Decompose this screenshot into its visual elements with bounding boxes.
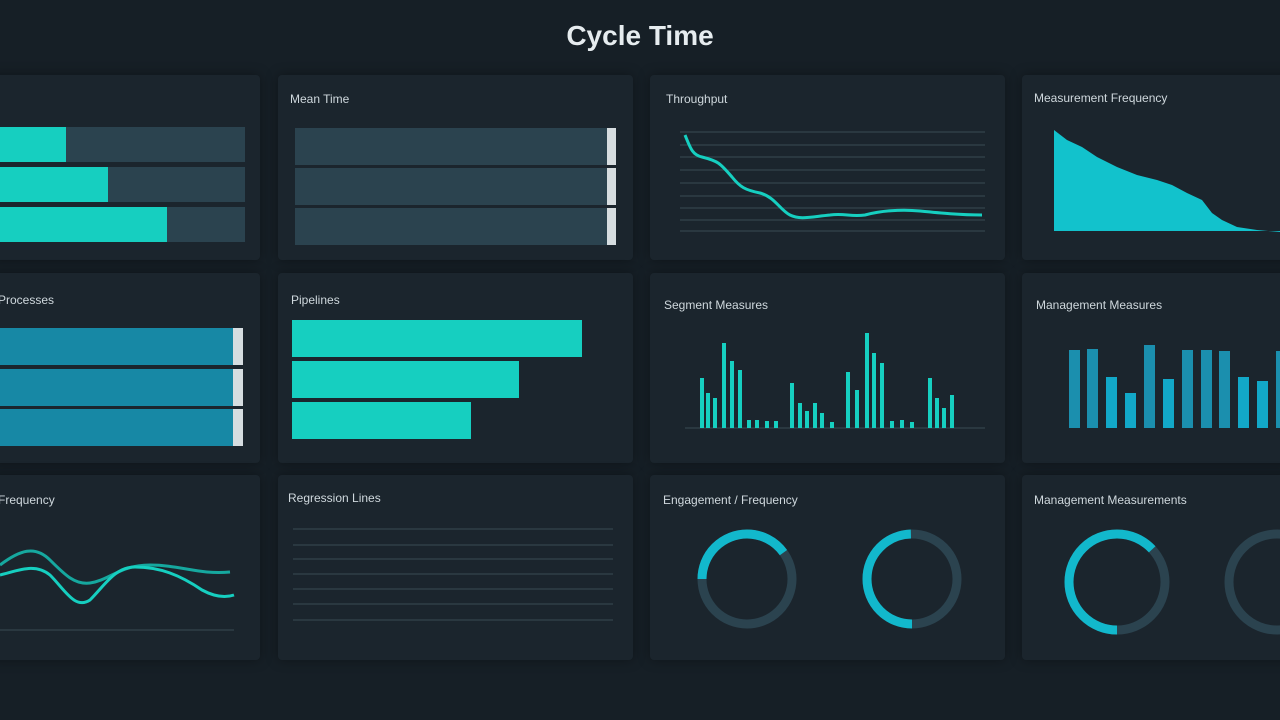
panel-mean-time: Mean Time [278,75,633,260]
panel-throughput: Throughput [650,75,1005,260]
page-title: Cycle Time [566,20,714,51]
panel-engagement-frequency: Engagement / Frequency [650,475,1005,660]
panel-title: Pipelines [291,293,340,307]
panel-title: Management Measurements [1034,493,1187,507]
donut-charts-engagement [697,529,962,629]
donut-charts-management [1064,529,1280,635]
panel-measurement-frequency: Measurement Frequency [1022,75,1280,260]
panel-title: Throughput [666,92,728,106]
panel-title: Regression Lines [288,491,381,505]
panel-title: Mean Time [290,92,350,106]
panel-title: Frequency [0,493,55,507]
panel-title: Management Measures [1036,298,1163,312]
bar-chart-segment [685,333,985,429]
hbar-chart-pipelines [292,320,582,439]
panel-processes: Processes [0,273,260,463]
panel-title: Processes [0,293,55,307]
panel-hbar-1 [0,75,260,260]
panel-pipelines: Pipelines [278,273,633,463]
panel-management-measures: Management Measures [1022,273,1280,463]
line-grid-regression [293,528,613,621]
panel-frequency: Frequency [0,475,260,660]
bar-chart-management [1069,345,1280,428]
area-chart-frequency [1054,130,1280,232]
panel-title: Measurement Frequency [1034,91,1168,105]
hbar-chart-processes [0,328,243,446]
line-chart-throughput [680,131,985,232]
hbar-chart-1 [0,127,245,242]
panel-segment-measures: Segment Measures [650,273,1005,463]
line-chart-frequency [0,549,235,631]
hbar-chart-2 [295,128,616,245]
panel-title: Segment Measures [664,298,769,312]
panel-management-measurements: Management Measurements [1022,475,1280,660]
panel-title: Engagement / Frequency [663,493,798,507]
panel-regression-lines: Regression Lines [278,475,633,660]
